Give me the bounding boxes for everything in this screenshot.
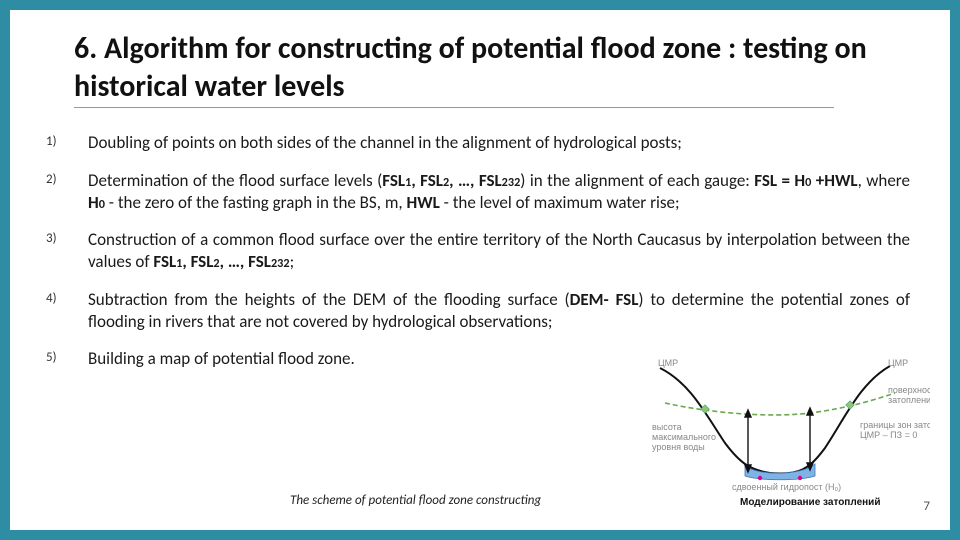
lbl-tsmr-r: ЦМР [888,358,908,368]
algorithm-list: 1) Doubling of points on both sides of th… [46,132,910,370]
step-number: 5) [46,348,66,370]
flood-diagram: ЦМР ЦМР поверхность затопления (ПЗ) гран… [650,358,930,508]
lbl-h3: уровня воды [652,442,705,452]
title-rule [74,107,834,108]
algorithm-step: 3) Construction of a common flood surface… [46,229,910,273]
lbl-surface-2: затопления (ПЗ) [888,395,930,405]
algorithm-step: 1) Doubling of points on both sides of th… [46,132,910,154]
step-text: Doubling of points on both sides of the … [88,132,910,154]
step-text: Subtraction from the heights of the DEM … [88,289,910,333]
step-text: Construction of a common flood surface o… [88,229,910,273]
lbl-model: Моделирование затоплений [740,497,880,508]
algorithm-step: 4) Subtraction from the heights of the DE… [46,289,910,333]
dem-curve [660,366,890,474]
diagram-caption: The scheme of potential flood zone const… [290,493,541,508]
lbl-h2: максимального [652,432,716,442]
step-text: Determination of the flood surface level… [88,170,910,214]
step-number: 2) [46,170,66,214]
algorithm-step: 2) Determination of the flood surface lev… [46,170,910,214]
lbl-surface-1: поверхность [888,385,930,395]
lbl-tsmr-l: ЦМР [658,358,678,368]
lbl-bound-2: ЦМР – ПЗ = 0 [860,430,917,440]
title-text: 6. Algorithm for constructing of potenti… [74,30,867,105]
step-number: 1) [46,132,66,154]
lbl-doubled: сдвоенный гидропост (H₀) [732,482,841,492]
lbl-bound-1: границы зон затопления: [860,420,930,430]
step-number: 4) [46,289,66,333]
slide-title: 6. Algorithm for constructing of potenti… [74,30,920,114]
lbl-h1: высота [652,422,682,432]
water-body [745,464,815,480]
step-number: 3) [46,229,66,273]
height-arrows [745,408,813,472]
